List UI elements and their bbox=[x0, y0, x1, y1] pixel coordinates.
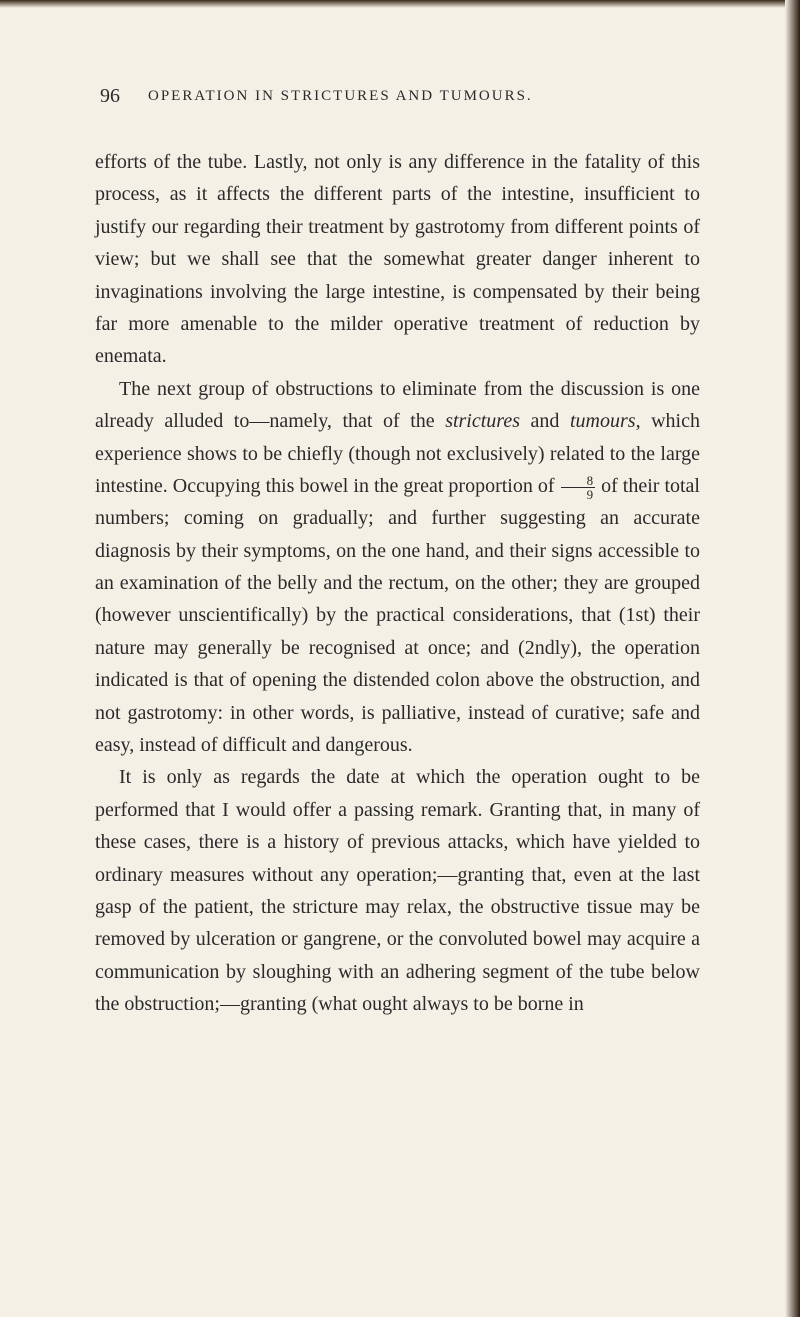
paragraph-3: It is only as regards the date at which … bbox=[95, 761, 700, 1020]
fraction-numerator: 8 bbox=[561, 474, 596, 488]
body-text: efforts of the tube. Lastly, not only is… bbox=[95, 146, 700, 1021]
paragraph-2: The next group of obstructions to elimin… bbox=[95, 373, 700, 762]
p2-text-4: of their total numbers; coming on gradua… bbox=[95, 475, 700, 756]
page-header: 96 OPERATION IN STRICTURES AND TUMOURS. bbox=[95, 85, 700, 108]
page-number: 96 bbox=[100, 85, 120, 108]
page-edge-top bbox=[0, 0, 800, 8]
document-page: 96 OPERATION IN STRICTURES AND TUMOURS. … bbox=[0, 0, 800, 1317]
p2-italic-2: tumours bbox=[570, 410, 636, 432]
fraction-denominator: 9 bbox=[561, 488, 596, 501]
page-edge-right bbox=[785, 0, 800, 1317]
fraction-8-9: 89 bbox=[561, 474, 596, 501]
p2-text-2: and bbox=[520, 410, 570, 432]
paragraph-1: efforts of the tube. Lastly, not only is… bbox=[95, 146, 700, 373]
running-header: OPERATION IN STRICTURES AND TUMOURS. bbox=[148, 88, 533, 105]
p2-italic-1: strictures bbox=[445, 410, 520, 432]
